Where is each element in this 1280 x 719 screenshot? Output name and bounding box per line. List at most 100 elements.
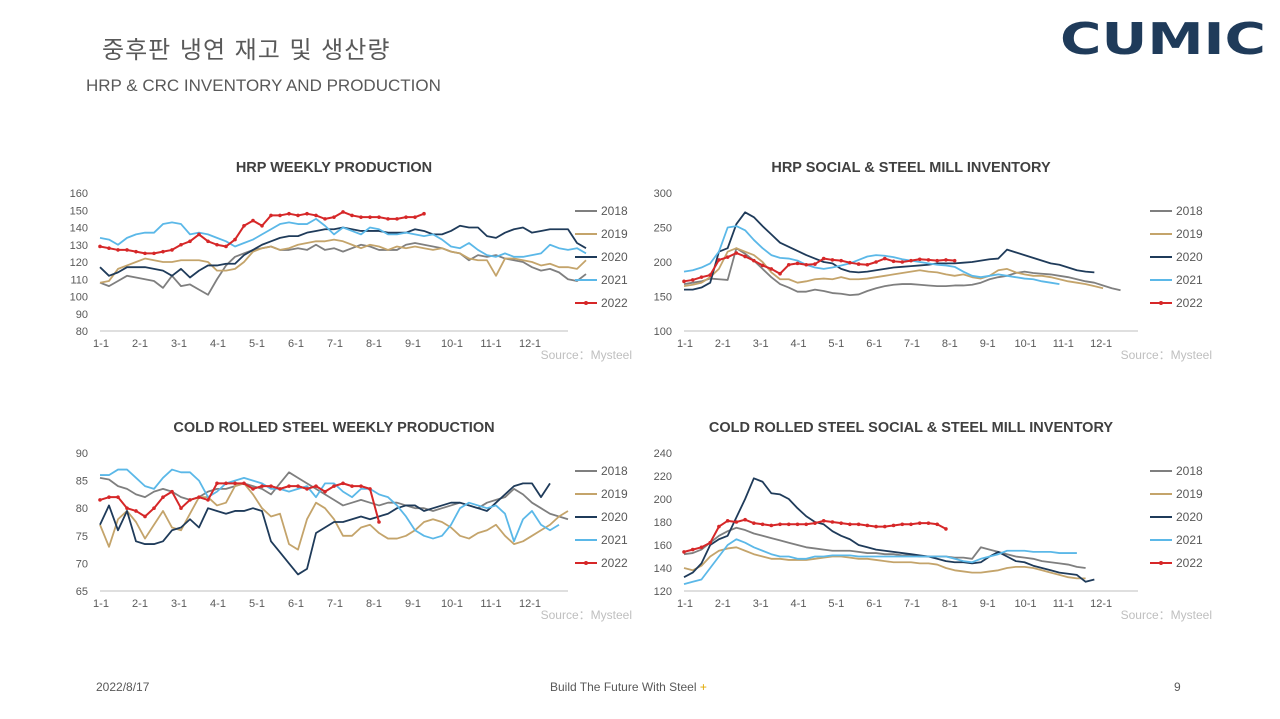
point-2022 — [743, 517, 747, 522]
legend-marker-2022 — [1159, 561, 1163, 565]
point-2022 — [952, 258, 957, 263]
point-2022 — [935, 522, 939, 527]
point-2022 — [404, 215, 408, 219]
x-tick-label: 11-1 — [1053, 598, 1074, 610]
point-2022 — [260, 223, 264, 228]
point-2022 — [848, 522, 852, 527]
legend-label-2021: 2021 — [601, 533, 628, 547]
point-2022 — [856, 522, 861, 527]
y-tick-label: 140 — [654, 563, 672, 575]
source-note: Source：Mysteel — [1121, 608, 1212, 622]
point-2022 — [917, 257, 922, 262]
point-2022 — [778, 271, 782, 276]
series-line-2019 — [683, 546, 1086, 580]
point-2022 — [717, 258, 721, 262]
y-tick-label: 220 — [654, 471, 672, 483]
y-tick-label: 70 — [76, 558, 88, 570]
x-tick-label: 2-1 — [132, 338, 148, 350]
point-2022 — [900, 260, 905, 264]
point-2022 — [233, 237, 237, 242]
point-2022 — [848, 260, 852, 265]
point-2022 — [944, 258, 948, 262]
point-2022 — [935, 258, 939, 263]
x-tick-label: 10-1 — [1014, 598, 1036, 610]
series-line-2020 — [99, 482, 551, 576]
point-2022 — [179, 506, 183, 510]
point-2022 — [708, 273, 712, 277]
legend-label-2021: 2021 — [1176, 533, 1203, 547]
point-2022 — [377, 215, 381, 219]
point-2022 — [197, 495, 201, 499]
x-tick-label: 1-1 — [677, 338, 693, 350]
point-2022 — [224, 481, 228, 486]
point-2022 — [125, 506, 129, 510]
point-2022 — [143, 514, 147, 519]
series-line-2021 — [683, 538, 1077, 585]
point-2022 — [323, 489, 327, 494]
point-2022 — [188, 498, 192, 502]
point-2022 — [305, 211, 309, 216]
series-line-2020 — [684, 211, 1095, 291]
point-2022 — [287, 484, 291, 488]
point-2022 — [98, 498, 102, 502]
point-2022 — [314, 213, 318, 218]
point-2022 — [278, 487, 282, 491]
point-2022 — [699, 275, 704, 279]
point-2022 — [134, 249, 138, 254]
point-2022 — [152, 506, 156, 510]
point-2022 — [107, 246, 111, 250]
x-tick-label: 1-1 — [677, 598, 693, 610]
legend-marker-2022 — [584, 301, 588, 305]
point-2022 — [909, 258, 913, 263]
point-2022 — [734, 251, 739, 255]
y-tick-label: 120 — [654, 586, 672, 598]
x-tick-label: 9-1 — [980, 598, 996, 610]
x-tick-label: 6-1 — [866, 338, 882, 350]
point-2022 — [170, 248, 174, 252]
series-line-2019 — [683, 247, 1104, 290]
point-2022 — [242, 481, 246, 486]
legend-label-2020: 2020 — [1176, 250, 1203, 264]
x-tick-label: 3-1 — [171, 598, 187, 610]
x-tick-label: 6-1 — [288, 338, 304, 350]
legend-label-2022: 2022 — [1176, 556, 1203, 570]
legend-label-2019: 2019 — [1176, 227, 1203, 241]
x-tick-label: 9-1 — [405, 598, 421, 610]
point-2022 — [143, 251, 147, 256]
footer-page-number: 9 — [1174, 680, 1181, 694]
point-2022 — [734, 520, 739, 524]
point-2022 — [944, 527, 948, 531]
source-note: Source：Mysteel — [541, 348, 632, 362]
series-line-2021 — [100, 468, 560, 543]
point-2022 — [170, 489, 174, 494]
point-2022 — [215, 481, 219, 486]
point-2022 — [179, 242, 183, 247]
point-2022 — [856, 262, 861, 266]
y-tick-label: 160 — [70, 188, 88, 200]
y-tick-label: 130 — [70, 240, 88, 252]
point-2022 — [296, 484, 300, 488]
legend-label-2021: 2021 — [601, 273, 628, 287]
x-tick-label: 5-1 — [828, 338, 844, 350]
title-korean: 중후판 냉연 재고 및 생산량 — [102, 36, 391, 64]
point-2022 — [278, 213, 282, 218]
y-tick-label: 80 — [76, 503, 88, 515]
point-2022 — [269, 484, 273, 488]
series-line-2021 — [683, 225, 1060, 285]
x-tick-label: 8-1 — [942, 338, 958, 350]
y-tick-label: 200 — [654, 494, 672, 506]
y-tick-label: 240 — [654, 448, 672, 460]
point-2022 — [813, 262, 817, 266]
x-tick-label: 4-1 — [791, 338, 807, 350]
point-2022 — [359, 215, 363, 219]
point-2022 — [874, 524, 878, 529]
chart-title: COLD ROLLED STEEL SOCIAL & STEEL MILL IN… — [709, 420, 1113, 436]
y-tick-label: 150 — [654, 292, 672, 304]
y-tick-label: 100 — [654, 326, 672, 338]
point-2022 — [830, 258, 835, 262]
x-tick-label: 2-1 — [132, 598, 148, 610]
x-tick-label: 11-1 — [1053, 338, 1074, 350]
legend-label-2022: 2022 — [601, 296, 628, 310]
point-2022 — [377, 520, 381, 524]
series-line-2022 — [683, 252, 955, 283]
